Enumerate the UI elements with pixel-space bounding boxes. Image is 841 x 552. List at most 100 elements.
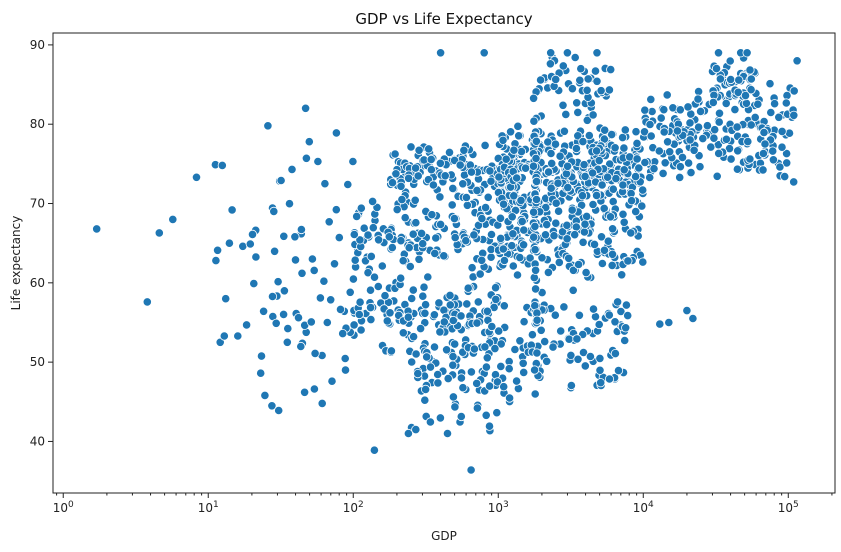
data-point [578, 347, 589, 358]
data-point [672, 126, 683, 136]
data-point [481, 410, 491, 420]
data-point [599, 245, 610, 255]
data-point [519, 225, 529, 235]
data-point [459, 145, 469, 155]
data-point [528, 161, 539, 171]
data-point [575, 75, 585, 85]
data-point [567, 205, 577, 215]
data-point [309, 265, 319, 275]
data-point [249, 278, 259, 289]
data-point [448, 351, 458, 362]
data-point [714, 148, 724, 158]
chart-title: GDP vs Life Expectancy [355, 10, 532, 28]
data-point [623, 310, 633, 321]
data-point [580, 171, 590, 181]
data-point [462, 299, 472, 309]
data-point [335, 304, 346, 314]
data-point [588, 110, 598, 120]
data-point [448, 183, 458, 193]
data-point [461, 236, 471, 246]
data-point [561, 109, 571, 120]
data-point [721, 98, 731, 109]
data-point [510, 344, 520, 355]
data-point [610, 317, 620, 327]
data-point [324, 217, 334, 227]
data-point [317, 398, 327, 408]
y-tick-label: 90 [30, 38, 45, 52]
data-point [499, 255, 509, 266]
data-point [426, 154, 436, 164]
data-point [224, 238, 234, 248]
data-point [508, 261, 518, 271]
x-tick-label: 100 [53, 500, 74, 515]
data-point [616, 306, 626, 317]
data-point [540, 336, 550, 347]
data-point [660, 158, 670, 168]
data-point [456, 411, 466, 422]
data-point [766, 107, 776, 118]
data-point [310, 348, 320, 358]
data-point [245, 239, 255, 249]
data-point [420, 395, 430, 405]
data-point [611, 174, 621, 184]
data-point [613, 365, 624, 376]
data-point [568, 265, 579, 275]
data-point [480, 203, 491, 213]
data-point [596, 378, 606, 388]
data-point [581, 267, 591, 278]
data-point [397, 195, 407, 205]
data-point [484, 381, 495, 391]
data-point [619, 143, 629, 153]
data-point [655, 319, 665, 329]
data-point [238, 241, 248, 251]
data-point [550, 139, 561, 149]
data-point [403, 312, 413, 322]
x-tick-exponent: 2 [358, 500, 364, 510]
data-point [618, 209, 628, 219]
data-point [645, 119, 655, 130]
data-point [530, 221, 540, 231]
data-point [508, 229, 518, 239]
data-point [596, 232, 607, 242]
data-point [405, 261, 415, 272]
data-point [562, 48, 573, 58]
data-point [282, 337, 292, 347]
data-point [540, 230, 551, 240]
data-point [656, 113, 666, 123]
data-point [411, 349, 421, 359]
data-point [340, 365, 351, 375]
data-point [591, 190, 602, 200]
data-point [619, 217, 629, 227]
data-point [555, 151, 565, 161]
data-point [745, 154, 755, 164]
data-point [587, 168, 598, 178]
data-point [677, 152, 688, 162]
data-point [271, 318, 281, 328]
data-point [573, 107, 583, 118]
data-point [530, 284, 541, 294]
data-point [386, 346, 396, 356]
data-point [640, 105, 650, 115]
data-point [590, 312, 601, 322]
data-point [442, 428, 453, 439]
data-point [591, 146, 602, 156]
x-tick-exponent: 5 [793, 500, 799, 510]
data-point [369, 445, 379, 455]
data-point [515, 253, 525, 263]
data-point [759, 127, 769, 138]
data-point [450, 233, 460, 243]
data-point [646, 131, 656, 141]
data-point [217, 160, 227, 170]
data-point [475, 269, 485, 279]
data-point [219, 331, 229, 341]
data-point [693, 94, 703, 104]
data-point [570, 52, 580, 63]
data-point [530, 245, 540, 255]
data-point [398, 328, 408, 338]
data-point [414, 254, 424, 264]
data-point [461, 192, 471, 203]
data-point [604, 310, 614, 320]
data-point [649, 164, 659, 174]
x-tick-exponent: 0 [68, 500, 74, 510]
data-point [546, 48, 556, 58]
